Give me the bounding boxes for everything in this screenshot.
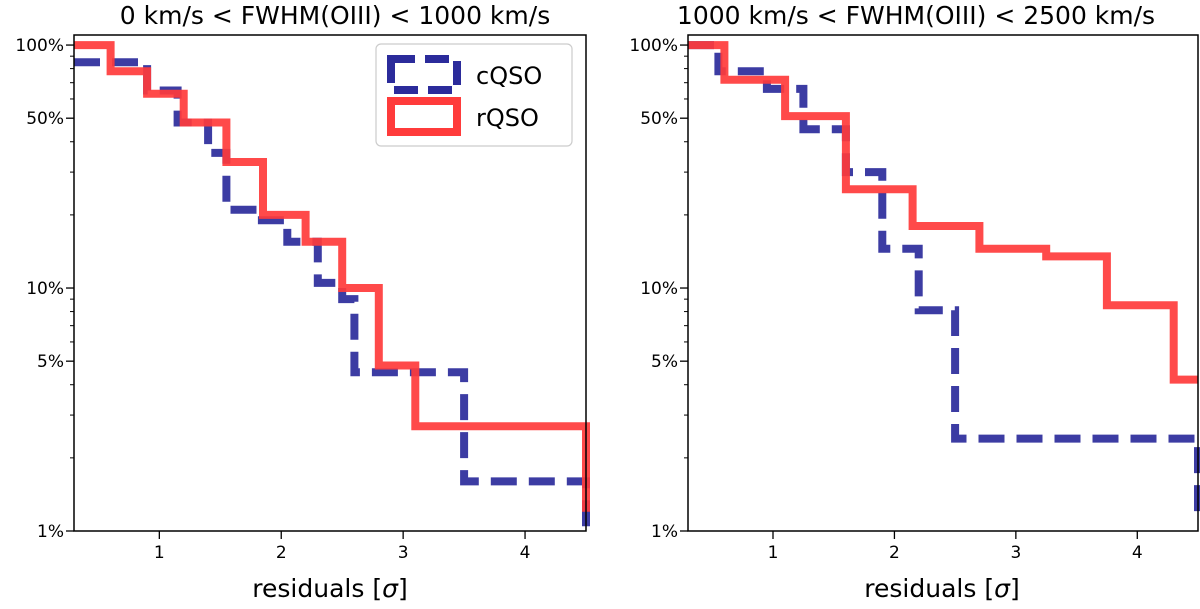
left-y-tick-label: 50%	[26, 109, 64, 129]
right-rqso-series-line	[688, 41, 1198, 384]
right-y-tick-label: 10%	[640, 279, 678, 299]
legend-box	[375, 43, 573, 147]
right-x-tick-label: 4	[1132, 543, 1143, 563]
left-y-tick-label: 10%	[26, 279, 64, 299]
left-x-tick-label: 3	[398, 543, 409, 563]
left-x-tick-label: 4	[520, 543, 531, 563]
right-y-tick-label: 5%	[651, 352, 678, 372]
left-y-tick-label: 5%	[37, 352, 64, 372]
left-x-axis-label: residuals [σ]	[252, 574, 407, 603]
left-plot-area: 1% 5% 10% 50% 100% 1 2 3 4	[15, 36, 590, 563]
left-rqso-series-line	[74, 41, 590, 512]
legend-rqso-label: rQSO	[476, 104, 539, 132]
legend-cqso-swatch	[387, 55, 461, 94]
left-panel-title: 0 km/s < FWHM(OIII) < 1000 km/s	[120, 1, 550, 30]
left-plot-frame	[73, 34, 587, 532]
left-y-tick-label: 100%	[15, 36, 64, 56]
right-plot-frame	[687, 34, 1199, 532]
right-x-tick-label: 1	[768, 543, 779, 563]
left-x-tick-label: 2	[276, 543, 287, 563]
left-panel: 0 km/s < FWHM(OIII) < 1000 km/s 1% 5% 10% 5…	[15, 1, 590, 603]
legend-rqso-swatch	[387, 97, 461, 136]
left-y-tick-label: 1%	[37, 522, 64, 542]
right-x-tick-label: 3	[1010, 543, 1021, 563]
right-panel: 1000 km/s < FWHM(OIII) < 2500 km/s 1%5%1…	[629, 1, 1200, 603]
legend-cqso-label: cQSO	[476, 62, 542, 90]
left-x-tick-label: 1	[154, 543, 165, 563]
right-y-tick-label: 1%	[651, 522, 678, 542]
right-cqso-series-line	[688, 41, 1200, 517]
right-y-tick-label: 100%	[629, 36, 678, 56]
legend: cQSO rQSO	[375, 43, 573, 147]
right-y-tick-label: 50%	[640, 109, 678, 129]
right-panel-title: 1000 km/s < FWHM(OIII) < 2500 km/s	[677, 1, 1155, 30]
right-x-axis-label: residuals [σ]	[864, 574, 1019, 603]
right-plot-area: 1% 5% 10% 50% 100% 1 2 3 4	[629, 36, 1200, 563]
right-x-tick-label: 2	[889, 543, 900, 563]
